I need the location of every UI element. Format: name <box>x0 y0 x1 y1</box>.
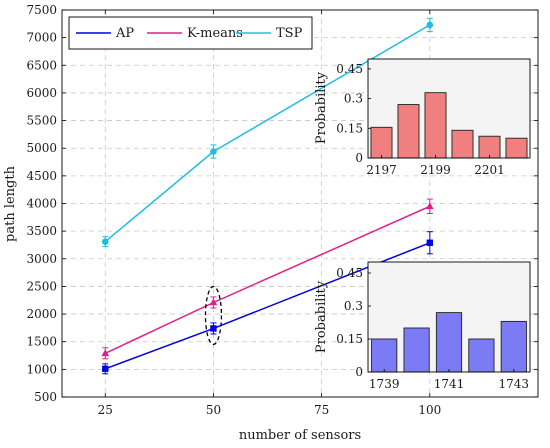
point-tsp <box>210 148 217 155</box>
inset-bottom-x-tick-label: 1739 <box>369 377 400 391</box>
legend-label-kmeans: K-means <box>187 26 243 41</box>
inset-bottom-bars <box>371 312 527 373</box>
inset-bottom-y-tick-label: 0.3 <box>344 299 363 313</box>
inset-top-y-tick-label: 0.3 <box>344 92 363 106</box>
main-x-axis-label: number of sensors <box>239 428 361 443</box>
y-tick-label: 1500 <box>26 335 57 349</box>
y-tick-label: 3500 <box>26 224 57 238</box>
inset-top-y-tick-label: 0 <box>355 151 363 165</box>
x-tick-label: 100 <box>418 403 441 417</box>
inset-top-bars <box>370 92 528 159</box>
inset-top-bar <box>505 137 528 159</box>
legend-label-ap: AP <box>115 26 134 41</box>
inset-bottom-bar <box>403 327 430 373</box>
legend: AP K-means TSP <box>68 16 313 50</box>
inset-top-bar <box>397 104 420 159</box>
main-ticks: 5001000150020002500300035004000450050005… <box>26 3 538 417</box>
inset-bottom-y-label: Probability <box>314 280 329 353</box>
y-tick-label: 500 <box>34 390 57 404</box>
inset-bottom-bar <box>435 312 463 373</box>
inset-bottom-bar <box>371 338 398 373</box>
point-ap <box>426 239 434 246</box>
y-tick-label: 2500 <box>26 279 57 293</box>
point-tsp <box>101 238 109 245</box>
y-tick-label: 4500 <box>26 169 57 183</box>
y-tick-label: 5000 <box>26 141 57 155</box>
inset-bottom-ticks: 0 0.15 0.3 0.45 1739 1741 1743 <box>336 266 529 391</box>
inset-top-bar <box>370 126 393 159</box>
y-tick-label: 6000 <box>26 86 57 100</box>
legend-label-tsp: TSP <box>276 26 303 41</box>
y-tick-label: 1000 <box>26 362 57 376</box>
inset-bottom-x-tick-label: 1741 <box>434 377 465 391</box>
inset-bottom: 0 0.15 0.3 0.45 1739 1741 1743 Probability <box>314 261 531 391</box>
inset-top-bar <box>478 135 501 159</box>
main-y-axis-label: path length <box>3 165 18 242</box>
inset-top-bar <box>424 92 447 159</box>
y-tick-label: 2000 <box>26 307 57 321</box>
inset-top-bar <box>451 129 474 159</box>
highlight-ellipse <box>204 285 223 346</box>
point-kmeans <box>209 298 218 306</box>
inset-bottom-bar <box>500 320 527 373</box>
point-ap <box>210 325 217 332</box>
y-tick-label: 7500 <box>26 3 57 17</box>
y-tick-label: 7000 <box>26 31 57 45</box>
inset-top-x-tick-label: 2197 <box>366 163 397 177</box>
x-tick-label: 25 <box>98 403 113 417</box>
inset-bottom-y-tick-label: 0 <box>355 365 363 379</box>
inset-top-y-tick-label: 0.45 <box>336 62 363 76</box>
point-tsp <box>426 21 434 29</box>
y-tick-label: 6500 <box>26 58 57 72</box>
inset-top-y-tick-label: 0.15 <box>336 121 363 135</box>
point-kmeans <box>101 349 110 357</box>
inset-bottom-y-tick-label: 0.45 <box>336 266 363 280</box>
point-ap <box>102 365 109 373</box>
inset-top-y-label: Probability <box>314 71 329 144</box>
inset-bottom-x-tick-label: 1743 <box>499 377 530 391</box>
inset-top-x-tick-label: 2201 <box>474 163 505 177</box>
y-tick-label: 4000 <box>26 197 57 211</box>
point-kmeans <box>426 202 434 210</box>
inset-top-x-tick-label: 2199 <box>420 163 451 177</box>
inset-bottom-bar <box>468 338 495 373</box>
inset-top: 0 0.15 0.3 0.45 2197 2199 2201 Probability <box>314 58 531 177</box>
inset-bottom-y-tick-label: 0.15 <box>336 332 363 346</box>
y-tick-label: 5500 <box>26 114 57 128</box>
main-series <box>101 17 434 375</box>
x-tick-label: 50 <box>206 403 221 417</box>
inset-top-frame <box>367 58 531 159</box>
inset-top-background <box>368 59 530 158</box>
inset-top-ticks: 0 0.15 0.3 0.45 2197 2199 2201 <box>336 62 504 177</box>
y-tick-label: 3000 <box>26 252 57 266</box>
x-tick-label: 75 <box>314 403 329 417</box>
